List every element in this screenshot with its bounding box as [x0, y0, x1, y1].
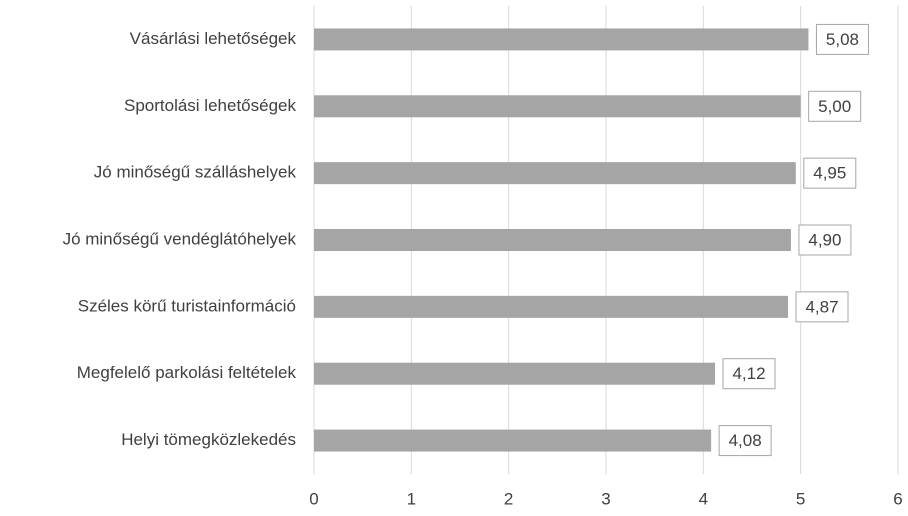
- value-label: 4,95: [813, 164, 846, 183]
- value-label: 5,00: [818, 97, 851, 116]
- value-label: 5,08: [826, 30, 859, 49]
- x-tick-label: 6: [893, 489, 902, 508]
- value-label: 4,87: [805, 297, 838, 316]
- value-label: 4,12: [732, 364, 765, 383]
- value-label: 4,90: [808, 230, 841, 249]
- value-label-box: [798, 224, 852, 256]
- bar: [314, 95, 801, 118]
- y-tick-label: Vásárlási lehetőségek: [130, 29, 297, 48]
- y-tick-label: Jó minőségű vendéglátóhelyek: [63, 229, 297, 248]
- bar: [314, 28, 809, 51]
- bar: [314, 362, 716, 385]
- value-label-box: [808, 90, 862, 122]
- value-label-box: [795, 291, 849, 323]
- x-tick-label: 4: [699, 489, 708, 508]
- x-tick-label: 0: [309, 489, 318, 508]
- y-tick-label: Jó minőségű szálláshelyek: [94, 163, 297, 182]
- value-label-box: [718, 425, 772, 457]
- bar: [314, 295, 789, 318]
- x-tick-label: 1: [407, 489, 416, 508]
- value-label-box: [722, 358, 776, 390]
- value-label-box: [803, 157, 857, 189]
- y-tick-label: Helyi tömegközlekedés: [121, 430, 296, 449]
- value-label-box: [815, 23, 869, 55]
- x-tick-label: 5: [796, 489, 805, 508]
- bar: [314, 229, 791, 251]
- y-tick-label: Sportolási lehetőségek: [124, 96, 297, 115]
- bar: [314, 162, 796, 185]
- bar: [314, 429, 712, 452]
- x-tick-label: 3: [601, 489, 610, 508]
- x-tick-label: 2: [504, 489, 513, 508]
- value-label: 4,08: [729, 431, 762, 450]
- y-tick-label: Széles körű turistainformáció: [78, 296, 296, 315]
- y-tick-label: Megfelelő parkolási feltételek: [77, 363, 297, 382]
